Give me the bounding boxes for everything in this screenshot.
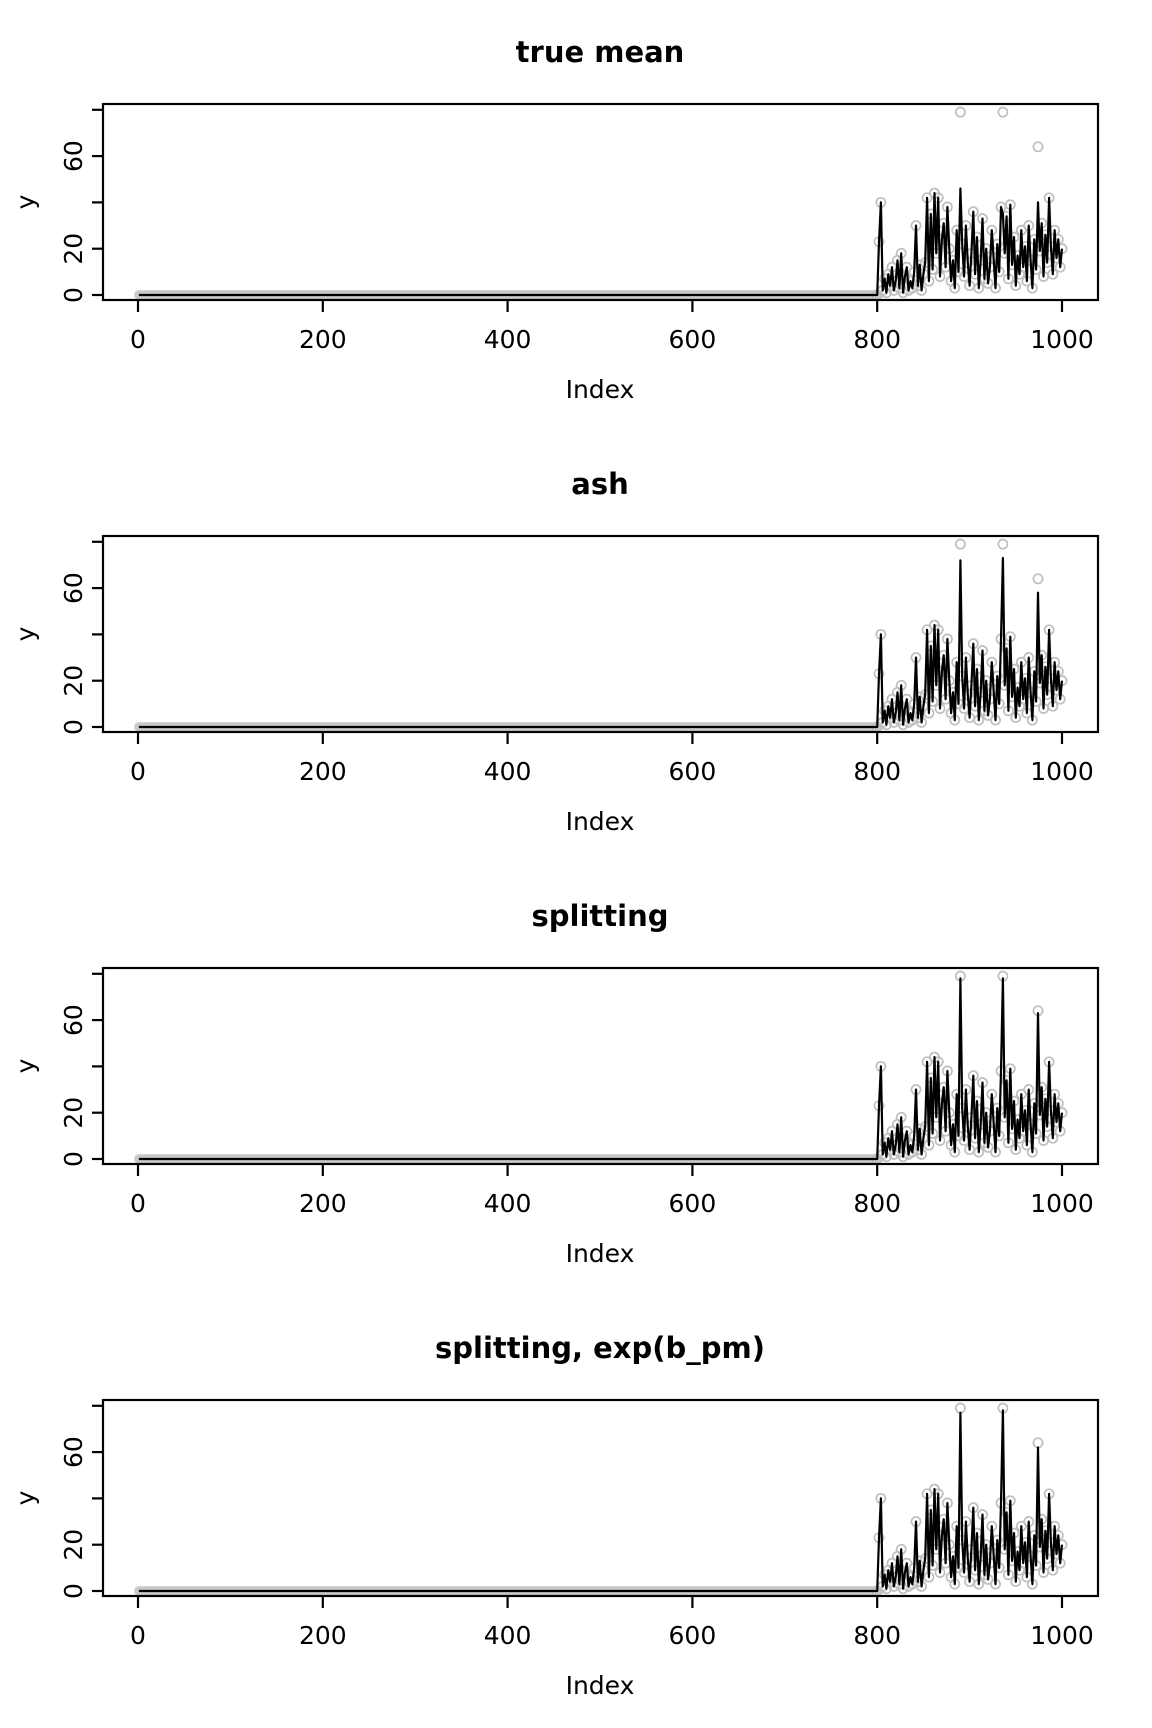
y-tick-label: 20 bbox=[59, 1097, 88, 1129]
y-axis-label: y bbox=[11, 1490, 40, 1505]
y-tick-label: 60 bbox=[59, 1004, 88, 1036]
x-tick-label: 200 bbox=[299, 1621, 347, 1650]
x-tick-label: 1000 bbox=[1030, 1189, 1094, 1218]
y-tick-label: 20 bbox=[59, 665, 88, 697]
y-axis: 0 20 60 bbox=[59, 540, 103, 735]
observed-point bbox=[1032, 1437, 1044, 1449]
x-tick-label: 800 bbox=[853, 1621, 901, 1650]
series-line bbox=[138, 187, 1064, 297]
observed-point bbox=[954, 106, 966, 118]
x-tick-label: 1000 bbox=[1030, 757, 1094, 786]
x-tick-label: 400 bbox=[484, 325, 532, 354]
y-tick-label: 60 bbox=[59, 572, 88, 604]
y-axis-label: y bbox=[11, 194, 40, 209]
observed-point bbox=[954, 1402, 966, 1414]
y-tick-label: 20 bbox=[59, 233, 88, 265]
x-tick-label: 400 bbox=[484, 1621, 532, 1650]
x-tick-label: 200 bbox=[299, 757, 347, 786]
x-axis: 0 200 400 600 800 1000 bbox=[130, 732, 1094, 786]
x-axis-label: Index bbox=[566, 1671, 635, 1700]
panel-splitting-exp: 0 20 60 0 200 400 600 800 1000 Index y splitting, e… bbox=[0, 1296, 1152, 1728]
x-axis: 0 200 400 600 800 1000 bbox=[130, 1164, 1094, 1218]
panel-title: ash bbox=[571, 467, 628, 501]
y-tick-label: 60 bbox=[59, 1436, 88, 1468]
x-tick-label: 0 bbox=[130, 1621, 146, 1650]
observed-point bbox=[997, 106, 1009, 118]
y-tick-label: 0 bbox=[59, 1151, 88, 1167]
panel-title: true mean bbox=[516, 35, 685, 69]
x-tick-label: 0 bbox=[130, 1189, 146, 1218]
y-axis: 0 20 60 bbox=[59, 1404, 103, 1599]
x-tick-label: 800 bbox=[853, 1189, 901, 1218]
y-tick-label: 0 bbox=[59, 1583, 88, 1599]
x-tick-label: 600 bbox=[669, 325, 717, 354]
y-tick-label: 0 bbox=[59, 287, 88, 303]
y-tick-label: 20 bbox=[59, 1529, 88, 1561]
x-tick-label: 200 bbox=[299, 325, 347, 354]
panel-true-mean: 0 20 60 0 200 400 600 800 1000 Index y true mean bbox=[0, 0, 1152, 432]
x-tick-label: 1000 bbox=[1030, 1621, 1094, 1650]
y-axis-label: y bbox=[11, 626, 40, 641]
y-axis: 0 20 60 bbox=[59, 972, 103, 1167]
x-tick-label: 600 bbox=[669, 757, 717, 786]
x-tick-label: 0 bbox=[130, 325, 146, 354]
panel-ash: 0 20 60 0 200 400 600 800 1000 Index y ash bbox=[0, 432, 1152, 864]
series-line bbox=[138, 1409, 1064, 1593]
y-tick-label: 0 bbox=[59, 719, 88, 735]
x-tick-label: 600 bbox=[669, 1621, 717, 1650]
observed-point bbox=[1032, 573, 1044, 585]
x-tick-label: 200 bbox=[299, 1189, 347, 1218]
x-tick-label: 800 bbox=[853, 757, 901, 786]
x-tick-label: 600 bbox=[669, 1189, 717, 1218]
observed-point bbox=[997, 538, 1009, 550]
series-line bbox=[138, 556, 1064, 729]
x-axis-label: Index bbox=[566, 1239, 635, 1268]
y-tick-label: 60 bbox=[59, 140, 88, 172]
panel-splitting: 0 20 60 0 200 400 600 800 1000 Index y splitting bbox=[0, 864, 1152, 1296]
x-axis: 0 200 400 600 800 1000 bbox=[130, 300, 1094, 354]
series-line bbox=[138, 977, 1064, 1161]
observed-point bbox=[1032, 141, 1044, 153]
x-tick-label: 800 bbox=[853, 325, 901, 354]
observed-point bbox=[954, 538, 966, 550]
x-tick-label: 1000 bbox=[1030, 325, 1094, 354]
panel-title: splitting bbox=[532, 899, 669, 933]
y-axis-label: y bbox=[11, 1058, 40, 1073]
panel-title: splitting, exp(b_pm) bbox=[435, 1331, 765, 1365]
x-axis-label: Index bbox=[566, 375, 635, 404]
x-axis: 0 200 400 600 800 1000 bbox=[130, 1596, 1094, 1650]
y-axis: 0 20 60 bbox=[59, 108, 103, 303]
x-axis-label: Index bbox=[566, 807, 635, 836]
x-tick-label: 400 bbox=[484, 757, 532, 786]
x-tick-label: 0 bbox=[130, 757, 146, 786]
x-tick-label: 400 bbox=[484, 1189, 532, 1218]
